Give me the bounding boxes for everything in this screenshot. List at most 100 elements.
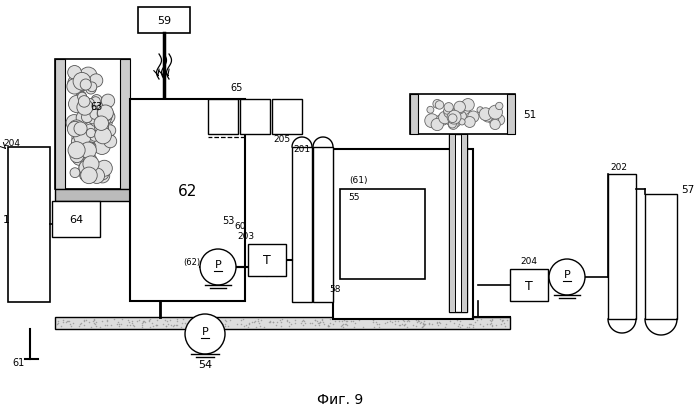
- Point: [416, 318, 427, 325]
- Point: [435, 320, 446, 327]
- Point: [347, 258, 359, 264]
- Point: [659, 295, 670, 302]
- Point: [314, 152, 325, 159]
- Point: [147, 323, 159, 330]
- Circle shape: [433, 100, 442, 109]
- Point: [415, 193, 426, 199]
- Point: [387, 298, 398, 304]
- Point: [15, 152, 27, 159]
- Point: [7, 251, 18, 257]
- Point: [78, 317, 89, 323]
- Point: [345, 210, 356, 217]
- Point: [426, 150, 437, 156]
- Point: [333, 309, 344, 316]
- Point: [338, 321, 349, 328]
- Circle shape: [549, 259, 585, 295]
- Bar: [333, 150, 473, 319]
- Point: [615, 295, 626, 301]
- Point: [389, 318, 401, 325]
- Point: [368, 317, 379, 324]
- Point: [458, 227, 469, 234]
- Point: [410, 317, 421, 323]
- Point: [644, 198, 656, 205]
- Bar: [240, 100, 270, 135]
- Point: [40, 202, 51, 209]
- Point: [282, 317, 293, 324]
- Point: [455, 278, 466, 284]
- Point: [22, 282, 34, 289]
- Point: [625, 200, 636, 206]
- Point: [339, 263, 350, 269]
- Point: [464, 150, 475, 157]
- Point: [359, 255, 370, 261]
- Point: [319, 181, 330, 188]
- Point: [383, 287, 394, 294]
- Point: [349, 183, 360, 189]
- Point: [336, 287, 347, 294]
- Point: [412, 222, 423, 229]
- Point: [11, 198, 22, 204]
- Point: [22, 216, 33, 222]
- Point: [22, 228, 34, 235]
- Circle shape: [87, 83, 96, 93]
- Point: [624, 286, 635, 292]
- Point: [211, 322, 222, 328]
- Point: [19, 213, 30, 220]
- Point: [487, 322, 498, 328]
- Bar: [208, 100, 238, 135]
- Point: [34, 185, 45, 192]
- Point: [419, 321, 431, 328]
- Point: [31, 256, 42, 262]
- Circle shape: [446, 108, 454, 117]
- Point: [18, 215, 29, 222]
- Point: [387, 203, 398, 210]
- Point: [380, 223, 391, 230]
- Point: [6, 171, 17, 177]
- Point: [475, 316, 487, 323]
- Point: [435, 251, 447, 257]
- Point: [301, 155, 312, 162]
- Point: [300, 151, 311, 157]
- Point: [341, 318, 352, 325]
- Point: [349, 324, 360, 330]
- Circle shape: [462, 99, 474, 112]
- Point: [32, 283, 43, 290]
- Point: [441, 172, 452, 179]
- Point: [390, 154, 401, 160]
- Point: [35, 152, 46, 158]
- Point: [97, 318, 108, 325]
- Point: [607, 278, 618, 285]
- Point: [284, 323, 295, 330]
- Point: [364, 309, 375, 315]
- Point: [612, 259, 624, 266]
- Point: [352, 217, 363, 223]
- Point: [437, 172, 448, 178]
- Point: [461, 211, 472, 217]
- Point: [396, 262, 408, 268]
- Point: [323, 250, 334, 257]
- Point: [31, 242, 43, 249]
- Point: [29, 289, 41, 296]
- Point: [608, 230, 619, 236]
- Point: [312, 219, 324, 226]
- Point: [382, 172, 393, 179]
- Point: [33, 154, 44, 161]
- Point: [621, 312, 633, 318]
- Point: [648, 268, 659, 274]
- Point: [487, 316, 498, 323]
- Point: [454, 194, 465, 201]
- Circle shape: [79, 161, 95, 176]
- Point: [394, 282, 405, 289]
- Point: [621, 184, 632, 191]
- Point: [373, 321, 384, 328]
- Point: [439, 200, 450, 207]
- Point: [435, 171, 446, 178]
- Point: [387, 269, 398, 275]
- Circle shape: [448, 121, 456, 129]
- Point: [111, 320, 122, 327]
- Point: [650, 267, 661, 274]
- Point: [309, 317, 320, 324]
- Point: [296, 215, 307, 221]
- Circle shape: [89, 112, 106, 128]
- Point: [370, 193, 381, 199]
